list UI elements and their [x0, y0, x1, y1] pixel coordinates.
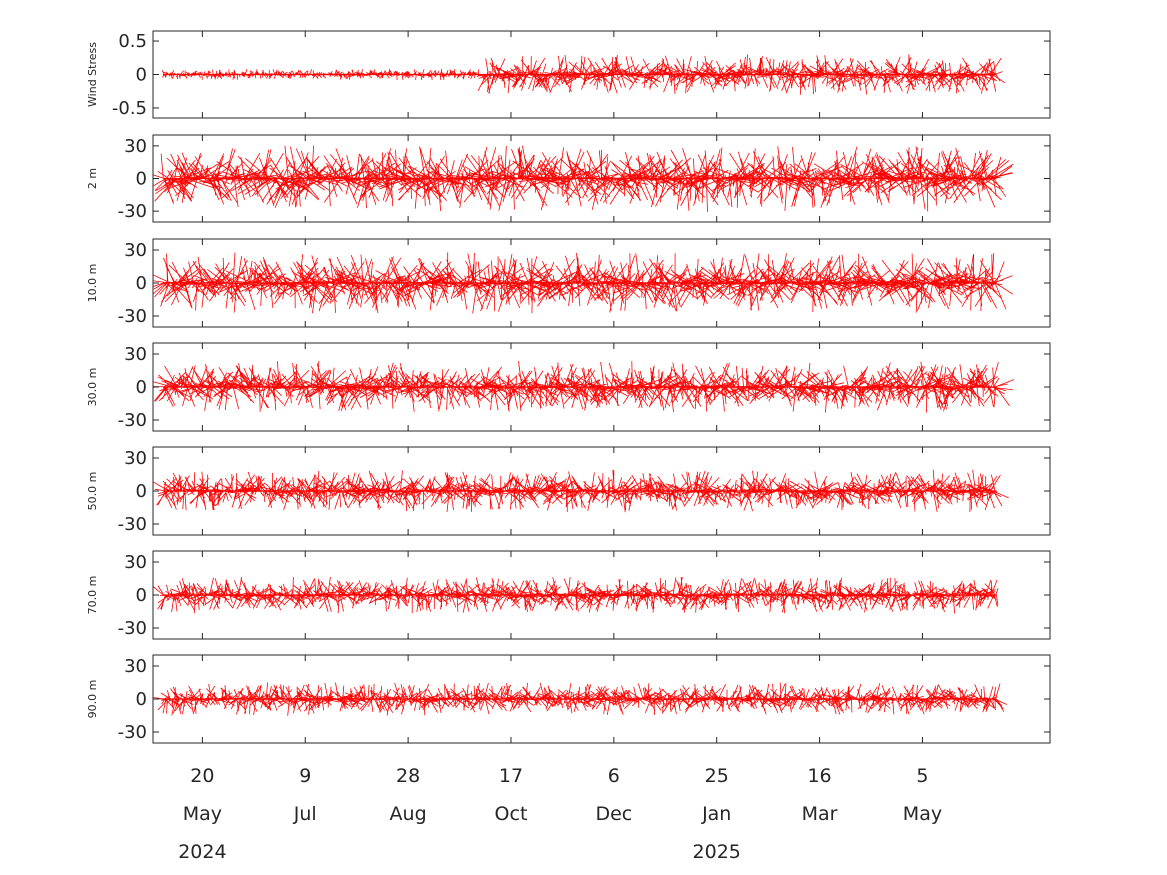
y-tick-label: 0 — [136, 65, 147, 86]
x-tick-day: 28 — [396, 765, 420, 787]
x-tick-day: 9 — [299, 765, 311, 787]
x-axis: 20 May 2024 9 Jul 28 Aug 17 Oct 6 Dec 25 Jan 2025 16 Ma… — [178, 765, 942, 863]
stick-series — [161, 54, 1006, 95]
panel-6: 30 0 -30 90.0 m — [86, 654, 1051, 744]
stick-path — [153, 469, 1009, 513]
panel-0: 0.5 0 -0.5 Wind Stress — [86, 30, 1051, 119]
y-tick-label: 30 — [124, 240, 147, 261]
y-tick-label: 0 — [136, 273, 147, 294]
x-tick-month: May — [183, 803, 222, 825]
x-tick-year: 2025 — [693, 841, 741, 863]
y-axis-label: 30.0 m — [86, 368, 99, 407]
y-axis-label: 70.0 m — [86, 576, 99, 615]
stick-path — [153, 682, 1007, 716]
y-tick-label: -0.5 — [112, 98, 147, 119]
y-tick-label: 30 — [124, 344, 147, 365]
stick-path — [153, 252, 1014, 314]
x-tick-month: Oct — [495, 803, 528, 825]
y-tick-label: 0 — [136, 169, 147, 190]
stick-series — [153, 145, 1014, 212]
y-tick-label: 30 — [124, 448, 147, 469]
y-tick-label: -30 — [118, 306, 147, 327]
x-tick-year: 2024 — [178, 841, 226, 863]
y-tick-label: 30 — [124, 656, 147, 677]
y-tick-label: 0 — [136, 689, 147, 710]
x-tick-month: Mar — [802, 803, 838, 825]
stick-series — [153, 682, 1007, 716]
y-axis-label: 50.0 m — [86, 472, 99, 511]
stick-series — [153, 576, 999, 614]
y-axis-label: 10.0 m — [86, 264, 99, 303]
x-tick-day: 6 — [608, 765, 620, 787]
y-axis-label: 90.0 m — [86, 680, 99, 719]
x-tick-month: Jul — [293, 803, 317, 825]
x-tick-month: Aug — [390, 803, 427, 825]
y-tick-label: 0 — [136, 481, 147, 502]
y-axis-label: 2 m — [86, 168, 99, 189]
y-tick-label: 30 — [124, 552, 147, 573]
y-tick-label: 0 — [136, 585, 147, 606]
stick-series — [153, 252, 1014, 314]
x-tick-day: 20 — [190, 765, 214, 787]
stick-series — [153, 469, 1009, 513]
panel-2: 30 0 -30 10.0 m — [86, 238, 1051, 328]
panel-1: 30 0 -30 2 m — [86, 134, 1051, 223]
y-tick-label: 30 — [124, 136, 147, 157]
panel-4: 30 0 -30 50.0 m — [86, 446, 1051, 536]
y-tick-label: -30 — [118, 618, 147, 639]
y-tick-label: 0.5 — [118, 31, 147, 52]
x-tick-month: Dec — [595, 803, 632, 825]
x-tick-day: 25 — [705, 765, 729, 787]
y-tick-label: -30 — [118, 201, 147, 222]
panel-5: 30 0 -30 70.0 m — [86, 550, 1051, 640]
y-tick-label: -30 — [118, 410, 147, 431]
y-axis-label: Wind Stress — [86, 42, 99, 107]
x-tick-day: 17 — [499, 765, 523, 787]
x-tick-day: 5 — [916, 765, 928, 787]
y-tick-label: -30 — [118, 722, 147, 743]
x-tick-month: May — [903, 803, 942, 825]
x-tick-day: 16 — [807, 765, 831, 787]
panel-3: 30 0 -30 30.0 m — [86, 342, 1051, 432]
stick-series — [153, 360, 1015, 413]
y-tick-label: -30 — [118, 514, 147, 535]
y-tick-label: 0 — [136, 377, 147, 398]
panels: 0.5 0 -0.5 Wind Stress 30 0 -30 2 m 30 0 -30 10.0 m… — [86, 30, 1051, 744]
x-tick-month: Jan — [701, 803, 731, 825]
